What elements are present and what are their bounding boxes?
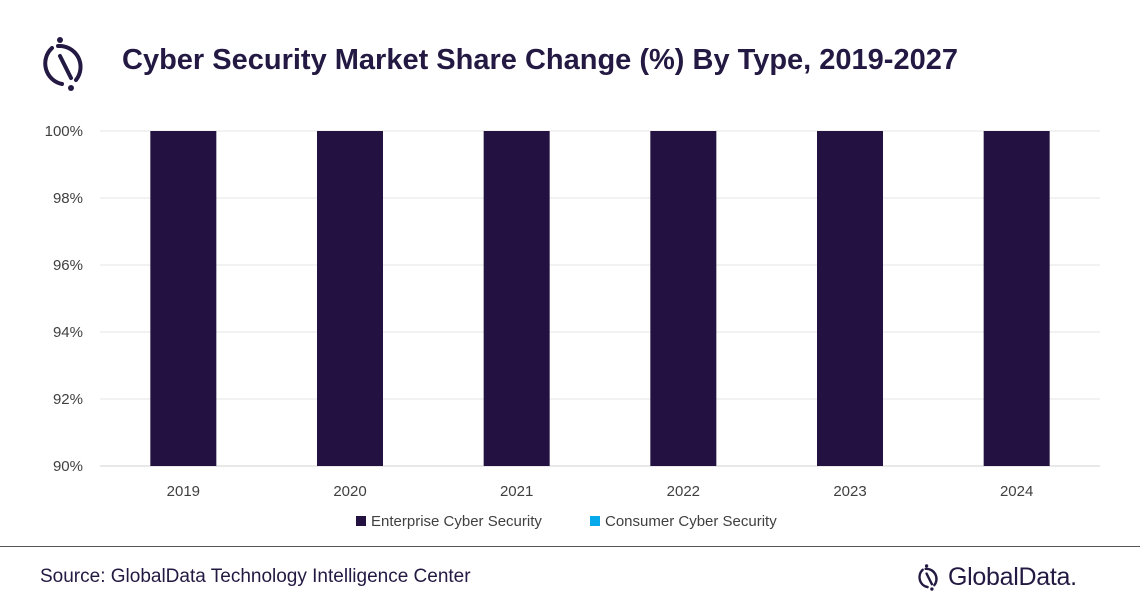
y-tick-label: 100% bbox=[45, 123, 83, 140]
legend-swatch bbox=[356, 516, 366, 526]
chart-title: Cyber Security Market Share Change (%) B… bbox=[122, 44, 958, 76]
stacked-bar-chart: 90% 92% 94% 96% 98% 100% 2019 2020 2021 2022 2023 2… bbox=[45, 123, 1100, 530]
legend-label: Consumer Cyber Security bbox=[605, 513, 777, 530]
brand-logo: GlobalData. bbox=[916, 562, 1077, 592]
y-tick-label: 98% bbox=[53, 190, 83, 207]
brand-name: GlobalData. bbox=[948, 562, 1077, 591]
y-tick-label: 94% bbox=[53, 324, 83, 341]
y-tick-label: 90% bbox=[53, 458, 83, 475]
x-tick-label: 2023 bbox=[833, 483, 866, 500]
bar-enterprise-2021 bbox=[483, 131, 550, 466]
globaldata-logo-icon bbox=[918, 564, 938, 591]
x-tick-label: 2024 bbox=[1000, 483, 1033, 500]
globaldata-logo-icon bbox=[43, 37, 83, 91]
legend-swatch bbox=[590, 516, 600, 526]
x-tick-label: 2019 bbox=[167, 483, 200, 500]
bar-enterprise-2019 bbox=[150, 131, 217, 466]
bar-enterprise-2023 bbox=[817, 131, 883, 466]
source-note: Source: GlobalData Technology Intelligen… bbox=[40, 566, 471, 587]
y-tick-label: 92% bbox=[53, 391, 83, 408]
x-tick-label: 2020 bbox=[333, 483, 366, 500]
x-tick-label: 2021 bbox=[500, 483, 533, 500]
divider bbox=[0, 546, 1140, 547]
bar-enterprise-2024 bbox=[983, 131, 1050, 466]
y-tick-label: 96% bbox=[53, 257, 83, 274]
bar-enterprise-2022 bbox=[650, 131, 717, 466]
x-tick-label: 2022 bbox=[667, 483, 700, 500]
legend-label: Enterprise Cyber Security bbox=[371, 513, 542, 530]
bar-enterprise-2020 bbox=[317, 131, 383, 466]
